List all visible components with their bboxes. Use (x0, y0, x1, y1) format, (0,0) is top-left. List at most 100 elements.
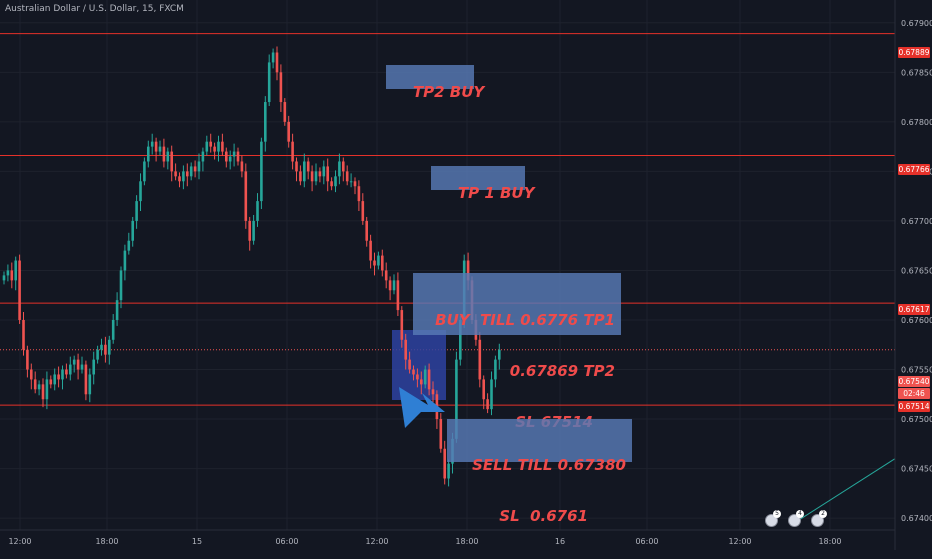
candle-body (291, 141, 294, 162)
candle-body (459, 319, 462, 360)
candle-body (80, 364, 84, 370)
countdown-tag: 02:46 (898, 388, 930, 399)
candle-body (260, 141, 263, 202)
candle-body (162, 146, 166, 162)
note-buy-line-1: BUY TILL 0.6776 TP1 (435, 311, 615, 329)
candle-body (373, 260, 376, 266)
candle-body (131, 220, 134, 241)
down-arrow-icon (399, 387, 445, 428)
candle-body (361, 201, 365, 221)
candle-body (213, 146, 216, 152)
note-sell-plan[interactable]: SELL TILL 0.67380 SL 0.6761 (447, 419, 632, 525)
candle-body (466, 260, 470, 281)
level-tag-2: 0.67766 (898, 164, 930, 175)
candle-body (201, 151, 205, 162)
us-flag-icon[interactable]: 5 (765, 510, 781, 527)
level-tag-3: 0.67617 (898, 304, 930, 315)
trend-line (795, 458, 896, 523)
candle-body (236, 151, 240, 162)
candle-body (135, 201, 138, 221)
level-tag-4: 0.67514 (898, 401, 930, 412)
note-sell-line-1: SELL TILL 0.67380 (472, 456, 626, 474)
candles (2, 46, 501, 487)
candle-body (287, 121, 290, 142)
candle-body (443, 448, 446, 479)
candle-body (65, 369, 68, 375)
candle-body (57, 374, 60, 380)
note-tp1-buy[interactable]: TP 1 BUY (431, 166, 534, 202)
candle-body (96, 349, 99, 360)
price-tick-label: 0.67500 (901, 415, 932, 424)
symbol-title[interactable]: Australian Dollar / U.S. Dollar, 15, FXC… (5, 4, 184, 14)
us-flag-icon[interactable]: 2 (811, 510, 827, 527)
level-tag-1: 0.67889 (898, 47, 930, 58)
note-tp2-buy[interactable]: TP2 BUY (386, 65, 484, 101)
time-tick-label: 16 (555, 537, 565, 546)
price-tick-label: 0.67850 (901, 68, 932, 77)
candle-body (400, 310, 404, 340)
candle-body (186, 171, 189, 177)
candle-body (88, 374, 92, 395)
note-buy-line-2: 0.67869 TP2 (509, 362, 615, 380)
candle-body (232, 151, 236, 157)
candle-body (365, 220, 368, 241)
candle-body (303, 161, 306, 182)
candle-body (14, 260, 17, 281)
candle-body (119, 270, 123, 301)
candle-body (228, 156, 232, 162)
candle-body (115, 300, 119, 320)
price-tick-label: 0.67550 (901, 366, 932, 375)
note-buy-plan[interactable]: BUY TILL 0.6776 TP1 0.67869 TP2 SL 67514 (413, 273, 621, 431)
candle-body (178, 176, 181, 182)
event-count: 2 (819, 510, 827, 518)
event-count: 4 (796, 510, 804, 518)
candle-body (225, 151, 228, 162)
candle-body (420, 379, 423, 385)
us-flag-icon[interactable]: 4 (788, 510, 804, 527)
price-tick-label: 0.67650 (901, 266, 932, 275)
candle-body (357, 186, 361, 202)
candle-body (392, 280, 396, 291)
candle-body (299, 171, 302, 182)
candle-body (342, 161, 345, 172)
price-tick-label: 0.67400 (901, 514, 932, 523)
candle-body (205, 141, 209, 152)
candle-body (310, 171, 314, 182)
candle-body (404, 339, 407, 360)
note-tp2-text: TP2 BUY (412, 83, 485, 101)
price-tick-label: 0.67800 (901, 118, 932, 127)
candle-body (193, 166, 197, 172)
candle-body (447, 463, 450, 479)
candle-body (439, 419, 443, 449)
time-tick-label: 06:00 (275, 537, 298, 546)
candle-body (283, 102, 287, 122)
candle-body (143, 161, 146, 182)
candle-body (197, 161, 201, 172)
candle-body (41, 384, 45, 400)
candle-body (369, 240, 372, 261)
candle-body (18, 260, 21, 320)
candle-body (100, 344, 103, 350)
price-tick-label: 0.67450 (901, 465, 932, 474)
note-tp1-text: TP 1 BUY (457, 184, 535, 202)
candle-body (108, 339, 111, 355)
candle-body (174, 171, 177, 177)
candle-body (431, 389, 435, 395)
candle-body (123, 250, 127, 271)
time-tick-label: 18:00 (455, 537, 478, 546)
candle-body (150, 141, 154, 147)
candle-body (275, 52, 279, 73)
time-tick-label: 12:00 (8, 537, 31, 546)
time-tick-label: 12:00 (365, 537, 388, 546)
time-tick-label: 15 (192, 537, 202, 546)
candle-body (33, 379, 37, 390)
candle-body (22, 319, 25, 350)
note-sell-line-2: SL 0.6761 (499, 507, 588, 525)
candle-body (76, 359, 80, 370)
candle-body (37, 384, 41, 390)
candle-body (498, 349, 501, 360)
candle-body (338, 161, 341, 177)
candle-body (267, 62, 271, 103)
